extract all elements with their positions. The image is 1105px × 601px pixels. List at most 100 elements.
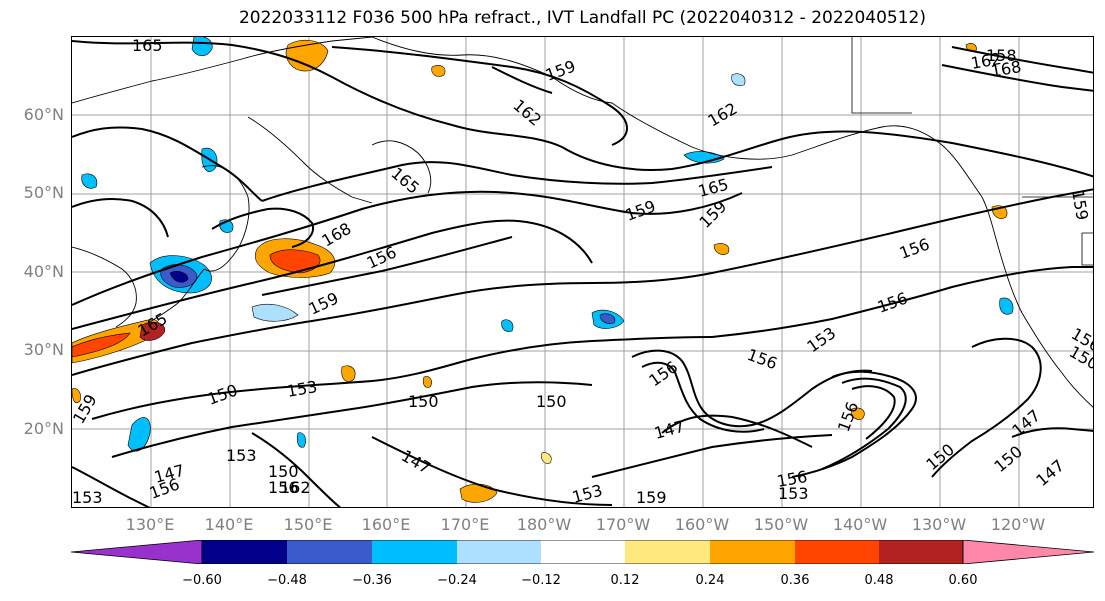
contour-label-150e: 150 xyxy=(990,442,1026,476)
contour-label-159d: 159 xyxy=(695,197,730,232)
colorbar xyxy=(71,540,1094,564)
contour-label-158: 158 xyxy=(986,46,1017,65)
lon-label-150w: 150°W xyxy=(753,515,809,534)
lon-label-140w: 140°W xyxy=(832,515,888,534)
contour-147 xyxy=(371,436,613,506)
colorbar-bin-5 xyxy=(541,540,625,564)
contour-162-north xyxy=(451,124,1093,178)
colorbar-tick-n012: −0.12 xyxy=(521,573,561,588)
figure-title: 2022033112 F036 500 hPa refract., IVT La… xyxy=(238,8,926,28)
contour-label-150a: 150 xyxy=(205,380,240,408)
contour-label-159g: 159 xyxy=(636,488,667,507)
contour-label-147a: 147 xyxy=(652,417,686,443)
lon-label-140e: 140°E xyxy=(204,515,254,534)
colorbar-bin-3 xyxy=(372,540,457,564)
contour-label-153d: 153 xyxy=(570,481,604,507)
map-canvas: 165 159 162 162 165 159 162 165 168 165 … xyxy=(72,37,1093,507)
contour-159-jet xyxy=(72,219,593,330)
coastline-kamchatka xyxy=(371,140,432,194)
contour-label-156b: 156 xyxy=(897,234,932,262)
colorbar-bin-9 xyxy=(879,540,963,564)
contour-label-156i: 156 xyxy=(147,474,182,502)
contour-153 xyxy=(91,336,713,420)
lon-label-120w: 120°W xyxy=(990,515,1046,534)
contour-label-159f: 159 xyxy=(1068,188,1092,221)
lon-label-170e: 170°E xyxy=(440,515,490,534)
colorbar-bin-2 xyxy=(287,540,372,564)
contour-label-156c: 156 xyxy=(875,288,910,316)
lon-label-130e: 130°E xyxy=(125,515,175,534)
border-alaska-canada xyxy=(851,37,912,114)
lat-label-40n: 40°N xyxy=(23,262,64,281)
contour-label-156e: 156 xyxy=(645,357,681,390)
colorbar-tick-n060: −0.60 xyxy=(182,573,222,588)
lon-label-130w: 130°W xyxy=(911,515,967,534)
contour-150 xyxy=(111,381,593,458)
contour-159-north xyxy=(331,46,628,146)
colorbar-tick-n048: −0.48 xyxy=(267,573,307,588)
colorbar-tick-n024: −0.24 xyxy=(437,573,477,588)
coastline-korea xyxy=(72,246,137,328)
pc-shading xyxy=(72,37,1014,503)
lon-label-170w: 170°W xyxy=(595,515,651,534)
contour-label-153c: 153 xyxy=(226,446,257,465)
lon-label-180w: 180°W xyxy=(516,515,572,534)
contour-label-162b: 162 xyxy=(705,99,741,131)
contour-153-loop xyxy=(791,370,917,478)
coastline-japan xyxy=(147,268,205,324)
contour-label-165c: 165 xyxy=(696,175,730,201)
colorbar-tick-024: 0.24 xyxy=(695,573,725,588)
coastline-kuril-kamchatka xyxy=(247,116,373,204)
contour-165-mid xyxy=(261,161,773,202)
contour-label-147e: 147 xyxy=(1032,456,1068,490)
lat-label-60n: 60°N xyxy=(23,105,64,124)
contour-label-150f: 150 xyxy=(922,440,958,474)
contour-label-150b: 150 xyxy=(408,392,439,411)
contour-label-162a: 162 xyxy=(509,96,545,130)
contour-label-165b: 165 xyxy=(387,164,423,198)
colorbar-bin-4 xyxy=(457,540,541,564)
coastline-alaska xyxy=(611,102,983,198)
contour-156-sw xyxy=(72,466,151,507)
contour-label-159a: 159 xyxy=(543,56,578,84)
contour-label-153e: 153 xyxy=(778,484,809,503)
lat-label-50n: 50°N xyxy=(23,183,64,202)
coastline-siberia xyxy=(72,37,373,104)
colorbar-tick-036: 0.36 xyxy=(780,573,810,588)
contour-label-159b: 159 xyxy=(623,196,658,224)
contour-label-147b: 147 xyxy=(398,446,434,478)
contour-label-156d: 156 xyxy=(745,345,780,373)
lon-label-160w: 160°W xyxy=(674,515,730,534)
contour-165-ne xyxy=(941,64,1093,92)
contour-156-loop xyxy=(631,349,873,428)
map-panel: 165 159 162 162 165 159 162 165 168 165 … xyxy=(71,36,1094,508)
lon-label-150e: 150°E xyxy=(283,515,333,534)
contour-label-150g: 150 xyxy=(268,462,299,481)
graticule xyxy=(72,37,1093,507)
contour-165-north xyxy=(72,40,453,126)
contour-156-jet xyxy=(261,236,513,296)
contour-168 xyxy=(72,190,743,306)
contour-150-east xyxy=(931,337,1042,478)
lat-label-30n: 30°N xyxy=(23,340,64,359)
contour-label-159c: 159 xyxy=(306,288,342,318)
colorbar-tick-n036: −0.36 xyxy=(352,573,392,588)
colorbar-tick-060: 0.60 xyxy=(948,573,978,588)
negative-patch-philippine-sea xyxy=(127,417,151,452)
coastline-north-america xyxy=(981,196,1093,408)
contour-156-east xyxy=(72,188,1093,376)
coastlines xyxy=(72,37,1093,408)
contour-label-156j: 156 xyxy=(268,478,299,497)
contour-168-loop xyxy=(211,207,314,248)
contour-label-153b: 153 xyxy=(285,377,318,401)
contour-label-162d: 162 xyxy=(280,478,311,497)
contour-label-168: 168 xyxy=(319,219,355,251)
colorbar-tick-012: 0.12 xyxy=(610,573,640,588)
colorbar-tick-048: 0.48 xyxy=(864,573,894,588)
colorbar-bin-1 xyxy=(202,540,287,564)
contour-162-ne xyxy=(951,46,1093,74)
contour-label-153f: 153 xyxy=(72,488,103,507)
contour-147-east xyxy=(1011,427,1093,438)
height-contours xyxy=(72,40,1093,507)
colorbar-bin-6 xyxy=(625,540,710,564)
